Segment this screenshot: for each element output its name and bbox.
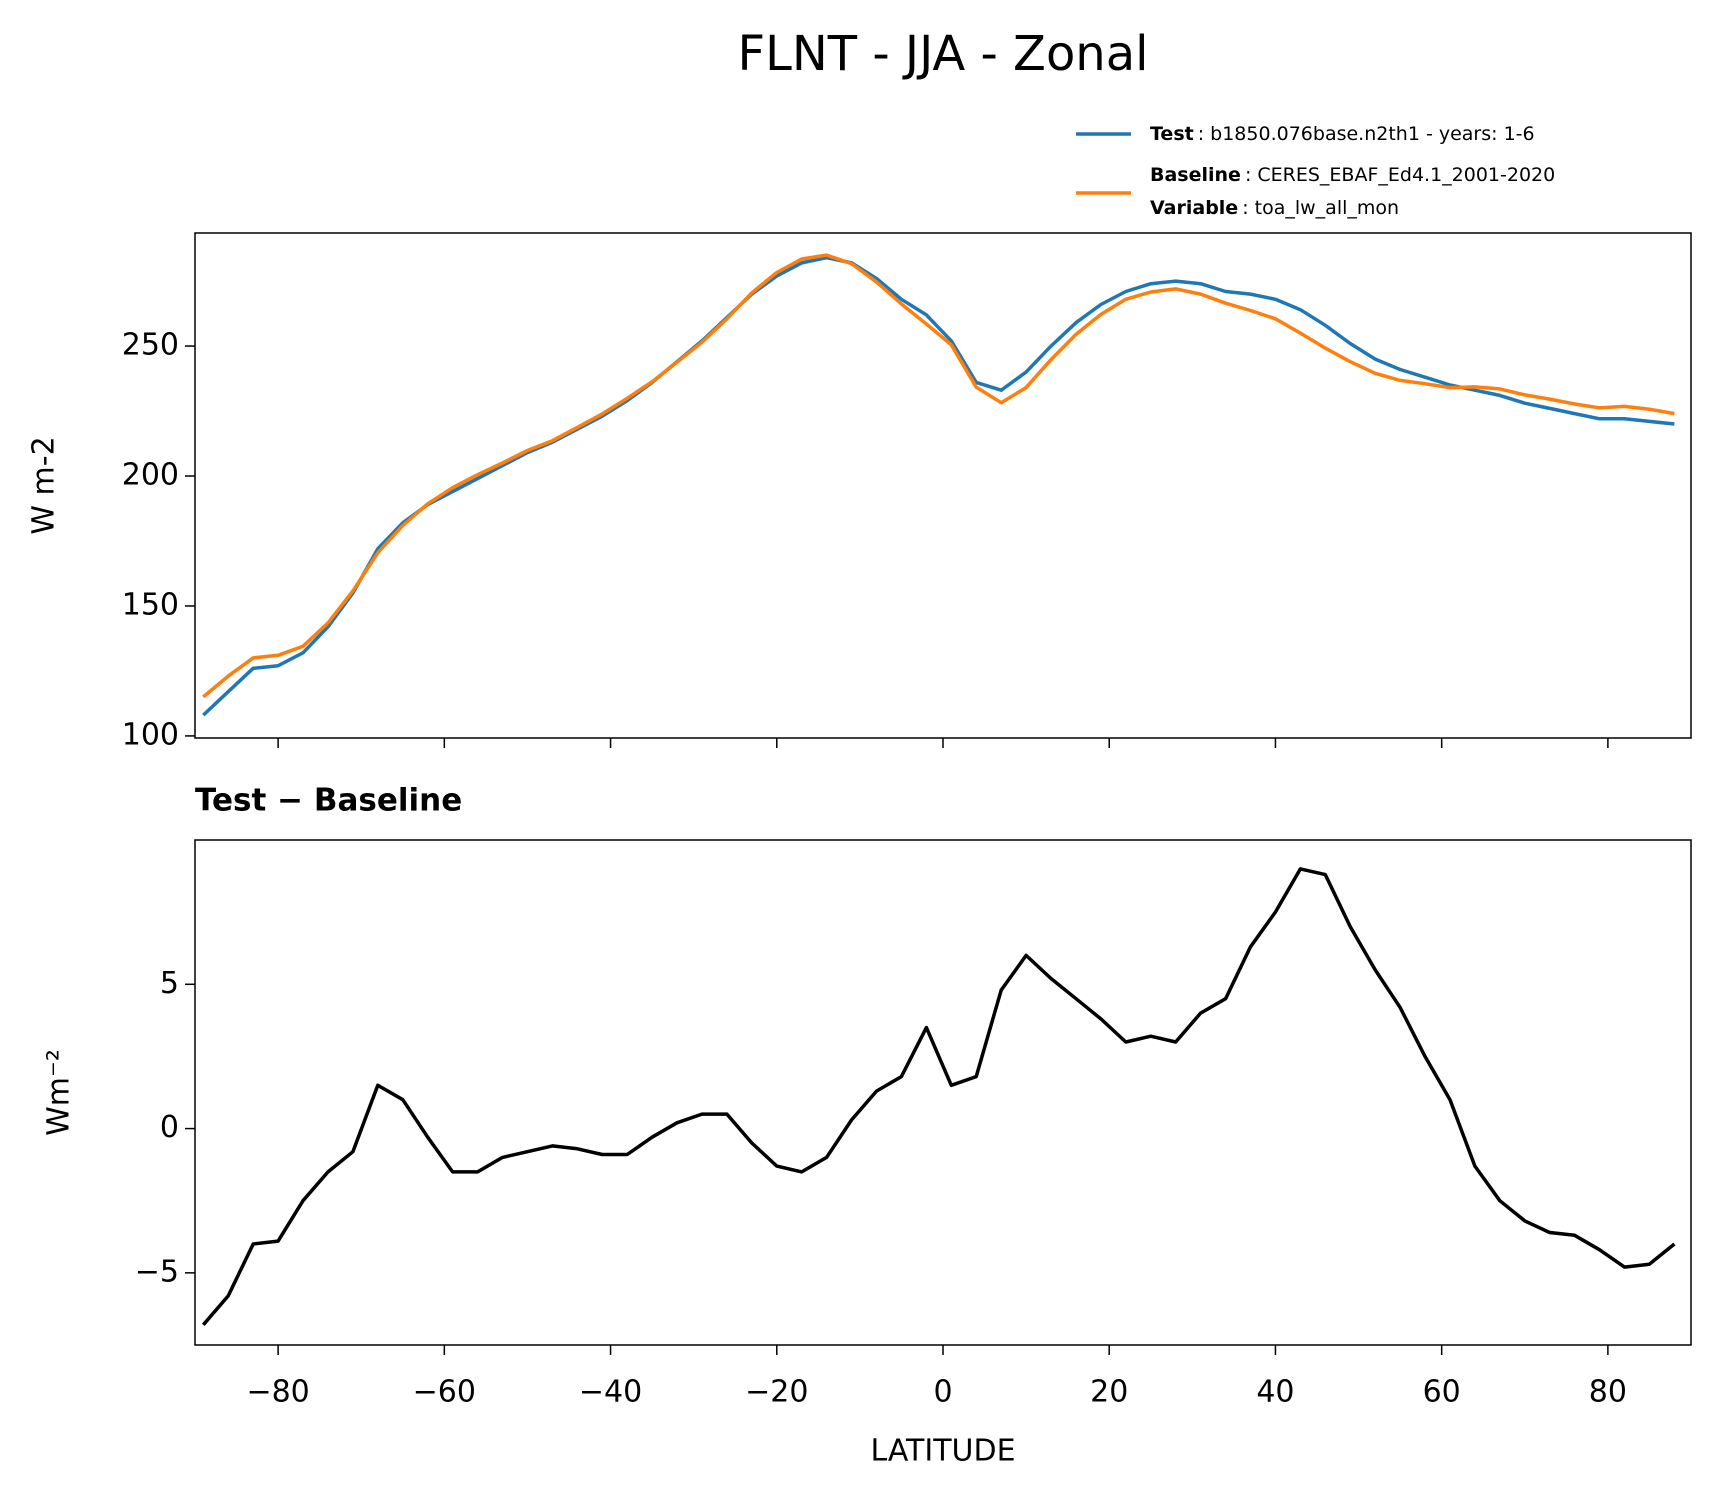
y-tick-label: 150 [122,587,179,622]
x-tick-label: −40 [579,1375,642,1410]
x-tick-label: −60 [413,1375,476,1410]
x-tick-label: 0 [933,1375,952,1410]
y-tick-label: 200 [122,458,179,493]
plot-area [201,867,1676,1326]
line [202,253,1675,699]
y-axis-label: Wm⁻² [42,1049,77,1136]
y-tick-label: 5 [160,966,179,1001]
y-axis-label: W m-2 [27,436,62,534]
plot-area [202,253,1675,717]
legend-detail: : toa_lw_all_mon [1242,197,1399,219]
y-tick-label: 250 [122,328,179,363]
legend-name: Test [1150,123,1194,145]
x-tick-label: 80 [1589,1375,1627,1410]
x-tick-label: −20 [745,1375,808,1410]
x-tick-label: 60 [1423,1375,1461,1410]
legend-entry: Test: b1850.076base.n2th1 - years: 1-6 [1150,123,1535,145]
line [201,867,1676,1326]
y-tick-label: 100 [122,717,179,752]
axes-frame [194,232,1692,739]
y-tick-label: −5 [135,1254,179,1289]
axes-frame [194,839,1692,1346]
legend-name: Baseline [1150,164,1241,186]
legend-entry: Variable: toa_lw_all_mon [1150,197,1399,219]
line [202,255,1675,717]
legend-detail: : b1850.076base.n2th1 - years: 1-6 [1198,123,1535,145]
legend-name: Variable [1150,197,1238,219]
x-tick-label: 20 [1090,1375,1128,1410]
chart-title: FLNT - JJA - Zonal [738,26,1149,82]
legend-entry: Baseline: CERES_EBAF_Ed4.1_2001-2020 [1150,164,1555,186]
panel-title: Test − Baseline [195,783,462,819]
y-tick-label: 0 [160,1110,179,1145]
x-axis-label: LATITUDE [870,1434,1015,1469]
x-tick-label: 40 [1256,1375,1294,1410]
x-tick-label: −80 [246,1375,309,1410]
legend-detail: : CERES_EBAF_Ed4.1_2001-2020 [1245,164,1555,186]
